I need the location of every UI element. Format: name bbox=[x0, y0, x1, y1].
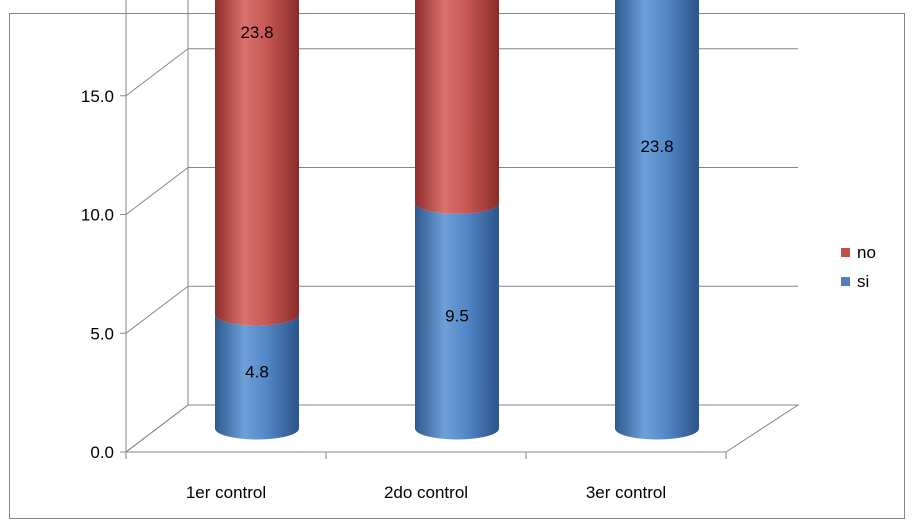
data-label: 4.8 bbox=[245, 363, 269, 382]
bar-si bbox=[615, 0, 699, 440]
side-gridline bbox=[125, 48, 189, 97]
bar-si bbox=[215, 314, 299, 440]
x-tick-label: 2do control bbox=[384, 483, 468, 502]
legend: no si bbox=[841, 243, 876, 291]
x-tick-label: 1er control bbox=[186, 483, 266, 502]
legend-swatch-no bbox=[841, 248, 850, 257]
y-tick-label: 5.0 bbox=[90, 324, 114, 343]
x-tick-label: 3er control bbox=[586, 483, 666, 502]
bar-no bbox=[415, 0, 499, 214]
y-tick-label: 0.0 bbox=[90, 443, 114, 462]
data-label: 23.8 bbox=[240, 23, 273, 42]
legend-label-no: no bbox=[857, 243, 876, 262]
legend-label-si: si bbox=[857, 272, 869, 291]
y-tick-label: 10.0 bbox=[81, 206, 114, 225]
bar-si bbox=[415, 202, 499, 440]
legend-swatch-si bbox=[841, 277, 850, 286]
bar-no bbox=[215, 0, 299, 326]
side-gridline bbox=[125, 167, 189, 215]
data-label: 9.5 bbox=[445, 307, 469, 326]
bars bbox=[215, 0, 699, 440]
data-labels: 4.823.89.519.023.84.8 bbox=[240, 23, 673, 382]
side-gridline bbox=[125, 285, 189, 334]
data-label: 23.8 bbox=[640, 137, 673, 156]
y-tick-label: 15.0 bbox=[81, 87, 114, 106]
